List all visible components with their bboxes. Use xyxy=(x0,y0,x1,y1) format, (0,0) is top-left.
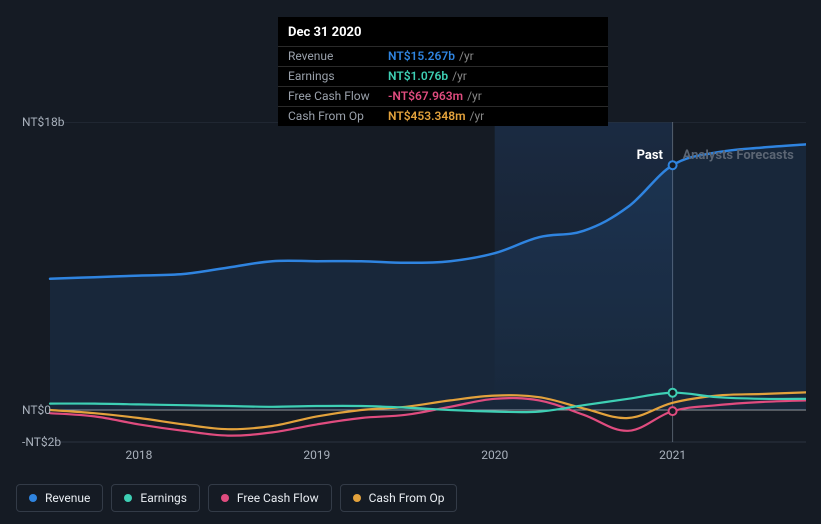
legend-dot-icon xyxy=(29,494,37,502)
chart-tooltip: Dec 31 2020 RevenueNT$15.267b/yrEarnings… xyxy=(278,17,608,126)
legend-item[interactable]: Cash From Op xyxy=(340,484,458,512)
legend-label: Free Cash Flow xyxy=(237,491,319,505)
tooltip-row-unit: /yr xyxy=(459,49,474,63)
x-axis-label: 2021 xyxy=(659,448,686,462)
y-axis-label: NT$0 xyxy=(22,403,51,417)
section-label-past: Past xyxy=(637,148,663,163)
legend-item[interactable]: Revenue xyxy=(16,484,103,512)
legend-dot-icon xyxy=(221,494,229,502)
chart-svg[interactable] xyxy=(16,122,806,472)
legend-dot-icon xyxy=(124,494,132,502)
section-label-forecast: Analysts Forecasts xyxy=(683,148,794,163)
tooltip-row: Free Cash Flow -NT$67.963m/yr xyxy=(278,86,608,106)
tooltip-row-unit: /yr xyxy=(452,69,467,83)
tooltip-row-value: NT$453.348m xyxy=(388,109,466,123)
chart-area: NT$18bNT$0-NT$2b2018201920202021 xyxy=(16,122,806,442)
tooltip-row: Revenue NT$15.267b/yr xyxy=(278,46,608,66)
y-axis-label: NT$18b xyxy=(22,115,65,129)
tooltip-row-unit: /yr xyxy=(467,89,482,103)
y-axis-label: -NT$2b xyxy=(22,435,61,449)
legend-item[interactable]: Earnings xyxy=(111,484,200,512)
x-axis-label: 2018 xyxy=(125,448,152,462)
tooltip-row-value: -NT$67.963m xyxy=(388,89,463,103)
legend-dot-icon xyxy=(353,494,361,502)
tooltip-row-label: Cash From Op xyxy=(288,109,378,124)
tooltip-row-value: NT$1.076b xyxy=(388,69,448,83)
tooltip-row-label: Revenue xyxy=(288,49,378,64)
tooltip-row-unit: /yr xyxy=(470,109,485,123)
tooltip-row: Earnings NT$1.076b/yr xyxy=(278,66,608,86)
legend-item[interactable]: Free Cash Flow xyxy=(208,484,332,512)
x-axis-label: 2020 xyxy=(481,448,508,462)
tooltip-row: Cash From Op NT$453.348m/yr xyxy=(278,106,608,126)
legend-label: Revenue xyxy=(45,491,90,505)
tooltip-title: Dec 31 2020 xyxy=(278,21,608,46)
legend: Revenue Earnings Free Cash Flow Cash From O… xyxy=(16,484,457,512)
legend-label: Cash From Op xyxy=(369,491,445,505)
tooltip-row-label: Earnings xyxy=(288,69,378,84)
x-axis-label: 2019 xyxy=(303,448,330,462)
legend-label: Earnings xyxy=(140,491,187,505)
tooltip-row-value: NT$15.267b xyxy=(388,49,455,63)
tooltip-row-label: Free Cash Flow xyxy=(288,89,378,104)
